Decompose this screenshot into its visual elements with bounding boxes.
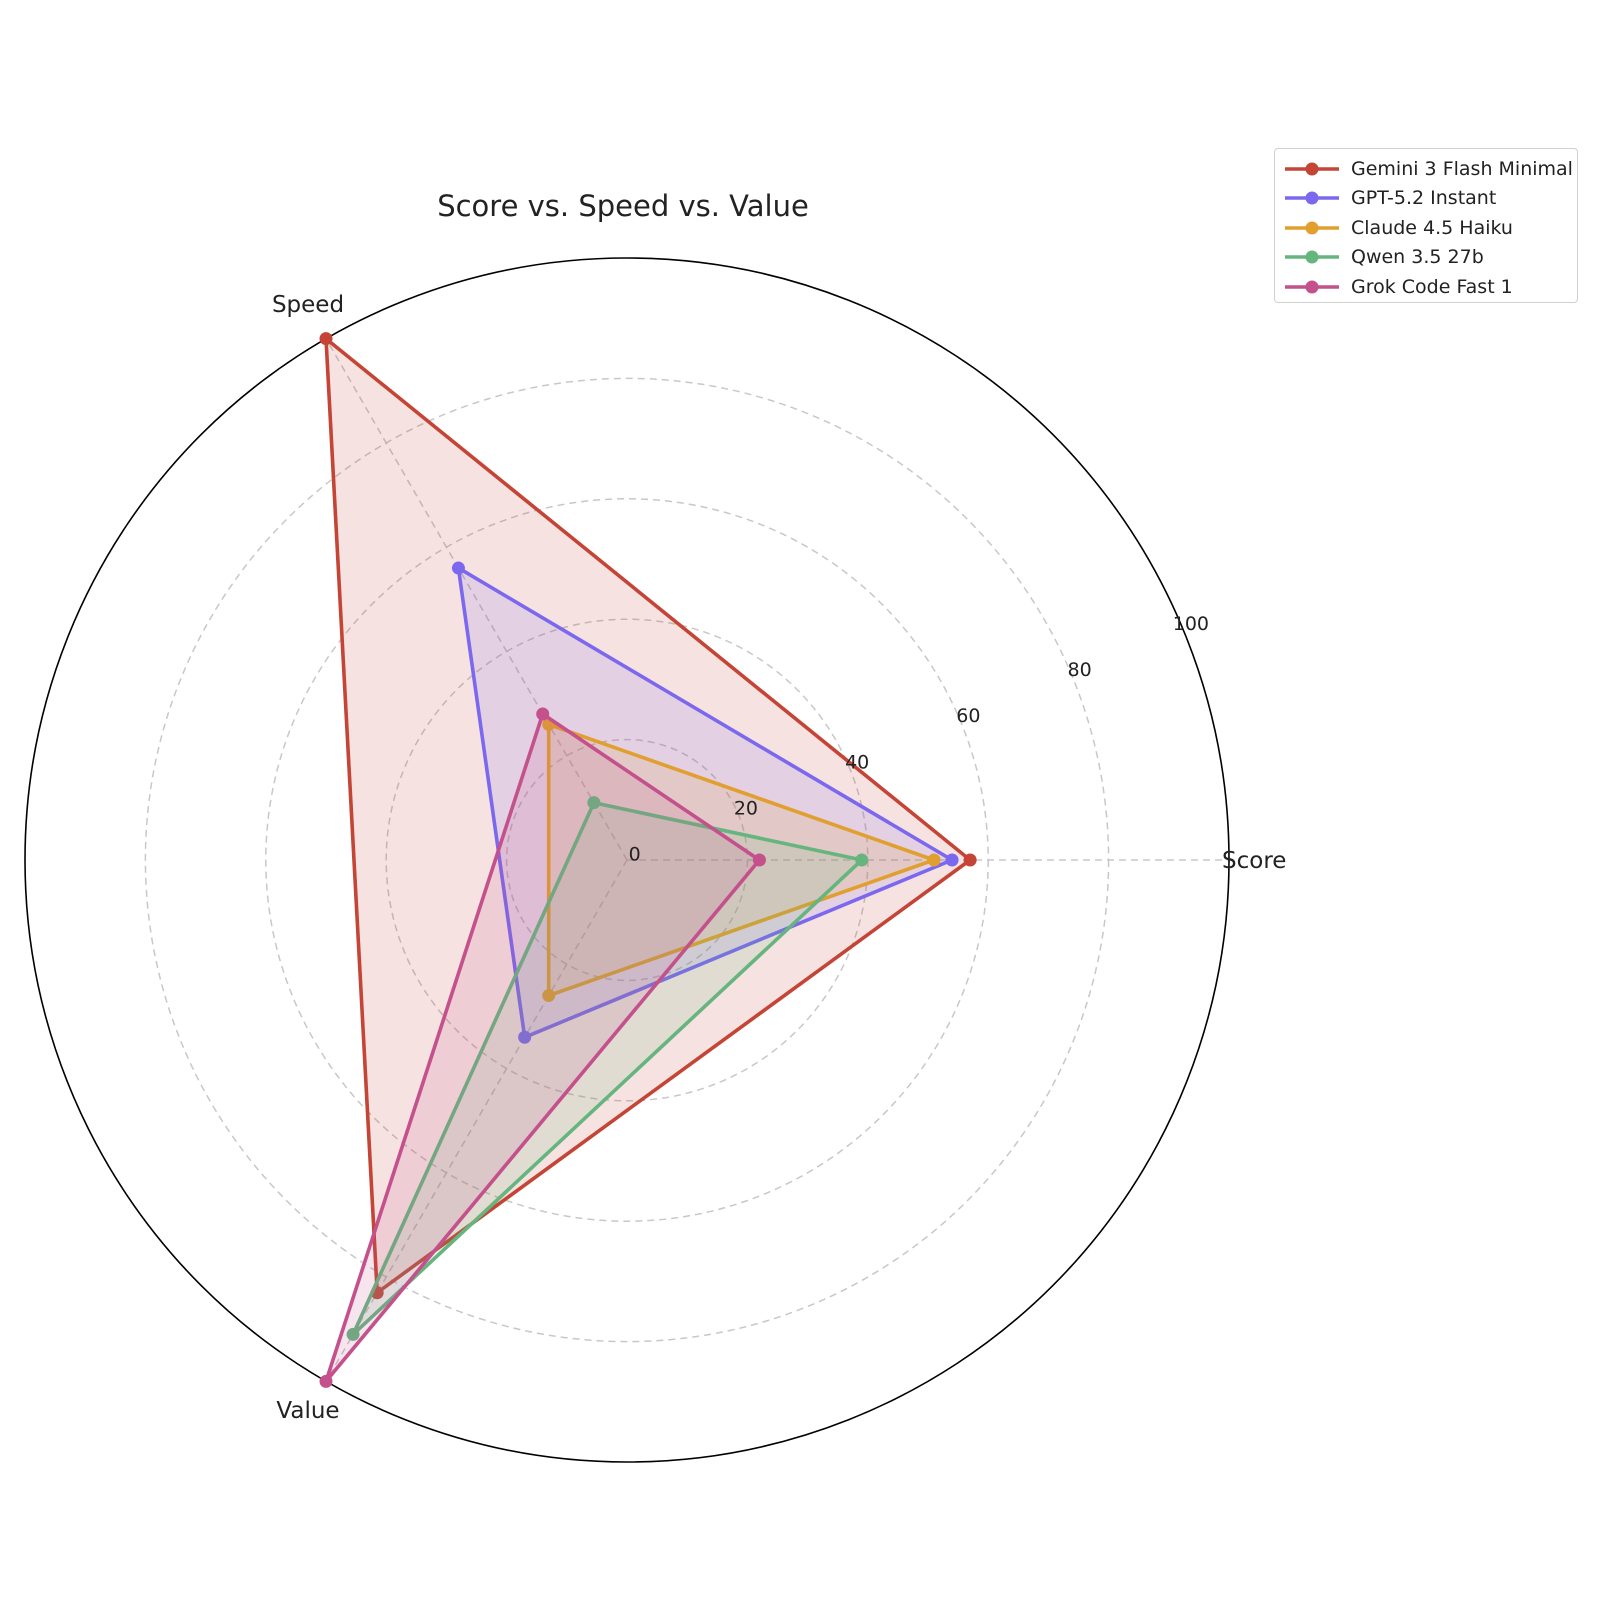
series-4-point-0 (752, 853, 766, 867)
legend: Gemini 3 Flash Minimal GPT-5.2 Instant Cla… (1274, 148, 1578, 303)
legend-swatch-marker (1305, 191, 1319, 205)
series-2-point-0 (927, 853, 941, 867)
axis-label-score: Score (1222, 848, 1286, 874)
radar-labels: 0 20 40 60 80 100 Score Speed Value (272, 292, 1286, 1424)
legend-label: GPT-5.2 Instant (1351, 187, 1497, 210)
series-0-point-1 (319, 332, 333, 346)
series-line-0 (323, 334, 974, 1297)
legend-label: Gemini 3 Flash Minimal (1351, 157, 1573, 180)
chart-title: Score vs. Speed vs. Value (437, 189, 809, 223)
legend-label: Claude 4.5 Haiku (1351, 216, 1513, 239)
legend-swatch-marker (1305, 280, 1319, 294)
series-line-2 (546, 721, 940, 999)
legend-label: Grok Code Fast 1 (1351, 275, 1513, 298)
legend-swatch-marker (1305, 221, 1319, 235)
r-tick-label: 60 (956, 705, 980, 727)
series-2-point-2 (542, 989, 556, 1003)
series-3-point-1 (587, 796, 601, 810)
r-tick-label: 0 (629, 843, 641, 865)
legend-item: Qwen 3.5 27b (1283, 243, 1577, 273)
r-tick-label: 80 (1068, 659, 1092, 681)
series-0-point-0 (963, 853, 977, 867)
legend-swatch (1285, 162, 1339, 176)
series-1-point-1 (451, 561, 465, 575)
series-line-1 (456, 564, 957, 1040)
legend-item: Claude 4.5 Haiku (1283, 213, 1577, 243)
spoke-1 (325, 338, 628, 861)
legend-item: Grok Code Fast 1 (1283, 272, 1577, 302)
legend-label: Qwen 3.5 27b (1351, 246, 1484, 269)
series-4-point-1 (536, 707, 550, 721)
legend-swatch (1285, 221, 1339, 235)
series-fill-2 (548, 724, 934, 996)
legend-swatch-marker (1305, 162, 1319, 176)
series-line-4 (324, 711, 763, 1383)
r-tick-label: 100 (1173, 613, 1209, 635)
series-fill-4 (326, 714, 760, 1382)
legend-item: GPT-5.2 Instant (1283, 184, 1577, 214)
spoke-2 (325, 859, 628, 1382)
series-fill-1 (458, 568, 953, 1038)
series-1-point-0 (945, 853, 959, 867)
legend-item: Gemini 3 Flash Minimal (1283, 154, 1577, 184)
r-tick-label: 40 (845, 751, 869, 773)
r-tick-label: 20 (734, 797, 758, 819)
axis-label-value: Value (276, 1398, 339, 1424)
series-3-point-0 (855, 853, 869, 867)
axis-label-speed: Speed (272, 292, 344, 318)
legend-swatch (1285, 250, 1339, 264)
legend-swatch (1285, 191, 1339, 205)
series-4-point-2 (319, 1374, 333, 1388)
series-3-point-2 (346, 1327, 360, 1341)
radar-series (319, 332, 977, 1388)
legend-swatch (1285, 280, 1339, 294)
series-fill-3 (353, 802, 862, 1335)
outer-frame (24, 257, 1230, 1463)
legend-swatch-marker (1305, 250, 1319, 264)
series-1-point-2 (518, 1030, 532, 1044)
series-line-3 (351, 800, 866, 1336)
